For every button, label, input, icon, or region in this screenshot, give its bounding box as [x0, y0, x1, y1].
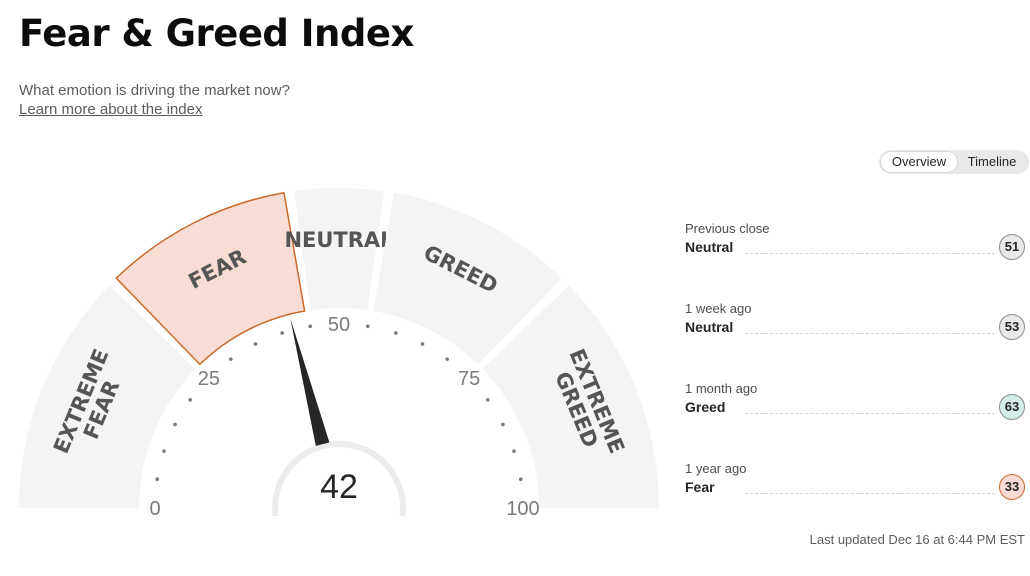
- fear-greed-gauge: EXTREMEFEARFEARNEUTRALGREEDEXTREMEGREED0…: [19, 188, 659, 516]
- history-label: 1 year ago: [685, 461, 747, 476]
- scale-dot: [229, 357, 233, 361]
- scale-tick-label: 50: [328, 314, 350, 336]
- gauge-zone-greed: [373, 192, 562, 365]
- scale-dot: [253, 342, 258, 346]
- gauge-zone-extreme-fear: [19, 285, 196, 508]
- gauge-zone-label: NEUTRAL: [284, 228, 393, 252]
- scale-dot: [518, 477, 523, 482]
- score-badge: 33: [999, 474, 1025, 500]
- timeline-tab[interactable]: Timeline: [967, 154, 1017, 169]
- scale-dot: [188, 398, 192, 402]
- history-rating: Greed: [685, 399, 726, 415]
- scale-dot: [501, 422, 505, 427]
- history-label: 1 week ago: [685, 301, 752, 316]
- page-title: Fear & Greed Index: [19, 12, 414, 55]
- scale-dot: [365, 324, 370, 329]
- score-badge: 53: [999, 314, 1025, 340]
- scale-dot: [420, 342, 425, 346]
- overview-tab[interactable]: Overview: [881, 152, 957, 172]
- history-1-week-ago: 1 week ago Neutral 53: [685, 301, 1025, 365]
- scale-tick-label: 75: [458, 368, 480, 390]
- gauge-zone-extreme-greed: [482, 285, 659, 508]
- dashed-divider: [745, 333, 995, 334]
- history-rating: Fear: [685, 479, 715, 495]
- scale-dot: [445, 357, 449, 361]
- dashed-divider: [745, 493, 995, 494]
- scale-dot: [162, 449, 166, 453]
- scale-dot: [280, 331, 284, 335]
- history-label: 1 month ago: [685, 381, 758, 396]
- scale-tick-label: 25: [198, 368, 220, 390]
- history-label: Previous close: [685, 221, 770, 236]
- page-subtitle: What emotion is driving the market now?: [19, 82, 290, 99]
- scale-tick-label: 0: [149, 498, 160, 516]
- scale-dot: [512, 449, 516, 453]
- history-1-year-ago: 1 year ago Fear 33: [685, 461, 1025, 525]
- gauge-current-value: 42: [320, 468, 358, 506]
- scale-dot: [486, 398, 490, 402]
- learn-more-link[interactable]: Learn more about the index: [19, 101, 203, 118]
- gauge-zone-neutral: [293, 188, 385, 310]
- view-toggle: Overview Timeline: [879, 150, 1029, 174]
- history-1-month-ago: 1 month ago Greed 63: [685, 381, 1025, 445]
- dashed-divider: [745, 253, 995, 254]
- last-updated: Last updated Dec 16 at 6:44 PM EST: [809, 532, 1025, 547]
- score-badge: 51: [999, 234, 1025, 260]
- gauge-hub: [272, 441, 406, 516]
- scale-dot: [394, 331, 398, 335]
- score-badge: 63: [999, 394, 1025, 420]
- gauge-needle: [290, 318, 330, 446]
- dashed-divider: [745, 413, 995, 414]
- history-rating: Neutral: [685, 239, 734, 255]
- scale-dot: [155, 477, 160, 482]
- gauge-zone-fear: [115, 191, 306, 366]
- history-previous-close: Previous close Neutral 51: [685, 221, 1025, 285]
- scale-dot: [308, 324, 313, 329]
- scale-tick-label: 100: [506, 498, 539, 516]
- history-rating: Neutral: [685, 319, 734, 335]
- scale-dot: [173, 422, 177, 427]
